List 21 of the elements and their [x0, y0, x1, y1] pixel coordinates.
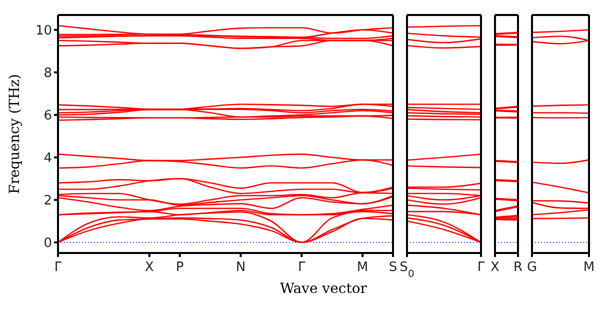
x-tick-label: S	[388, 260, 398, 275]
y-tick-label: 0	[44, 236, 52, 251]
y-tick-label: 2	[44, 193, 52, 208]
x-tick-label: X	[144, 260, 154, 275]
y-tick-label: 6	[44, 108, 52, 124]
x-tick-label: M	[356, 260, 368, 275]
x-tick-label: R	[513, 260, 523, 275]
x-tick-label: G	[526, 260, 538, 275]
x-tick-label: X	[490, 260, 500, 275]
y-tick-label: 4	[44, 150, 52, 166]
x-tick-label: Γ	[298, 260, 306, 275]
x-tick-label: N	[236, 260, 246, 275]
x-tick-label: Γ	[54, 260, 62, 275]
x-tick-label: P	[176, 260, 184, 275]
x-tick-label: M	[583, 260, 595, 275]
y-axis-title: Frequency (THz)	[6, 74, 23, 194]
y-tick-label: 8	[44, 66, 52, 81]
x-tick-label: S$_{0}$	[400, 260, 414, 280]
x-tick-label: Γ	[477, 260, 486, 275]
x-axis-title: Wave vector	[280, 281, 368, 297]
y-tick-label: 10	[35, 23, 52, 38]
